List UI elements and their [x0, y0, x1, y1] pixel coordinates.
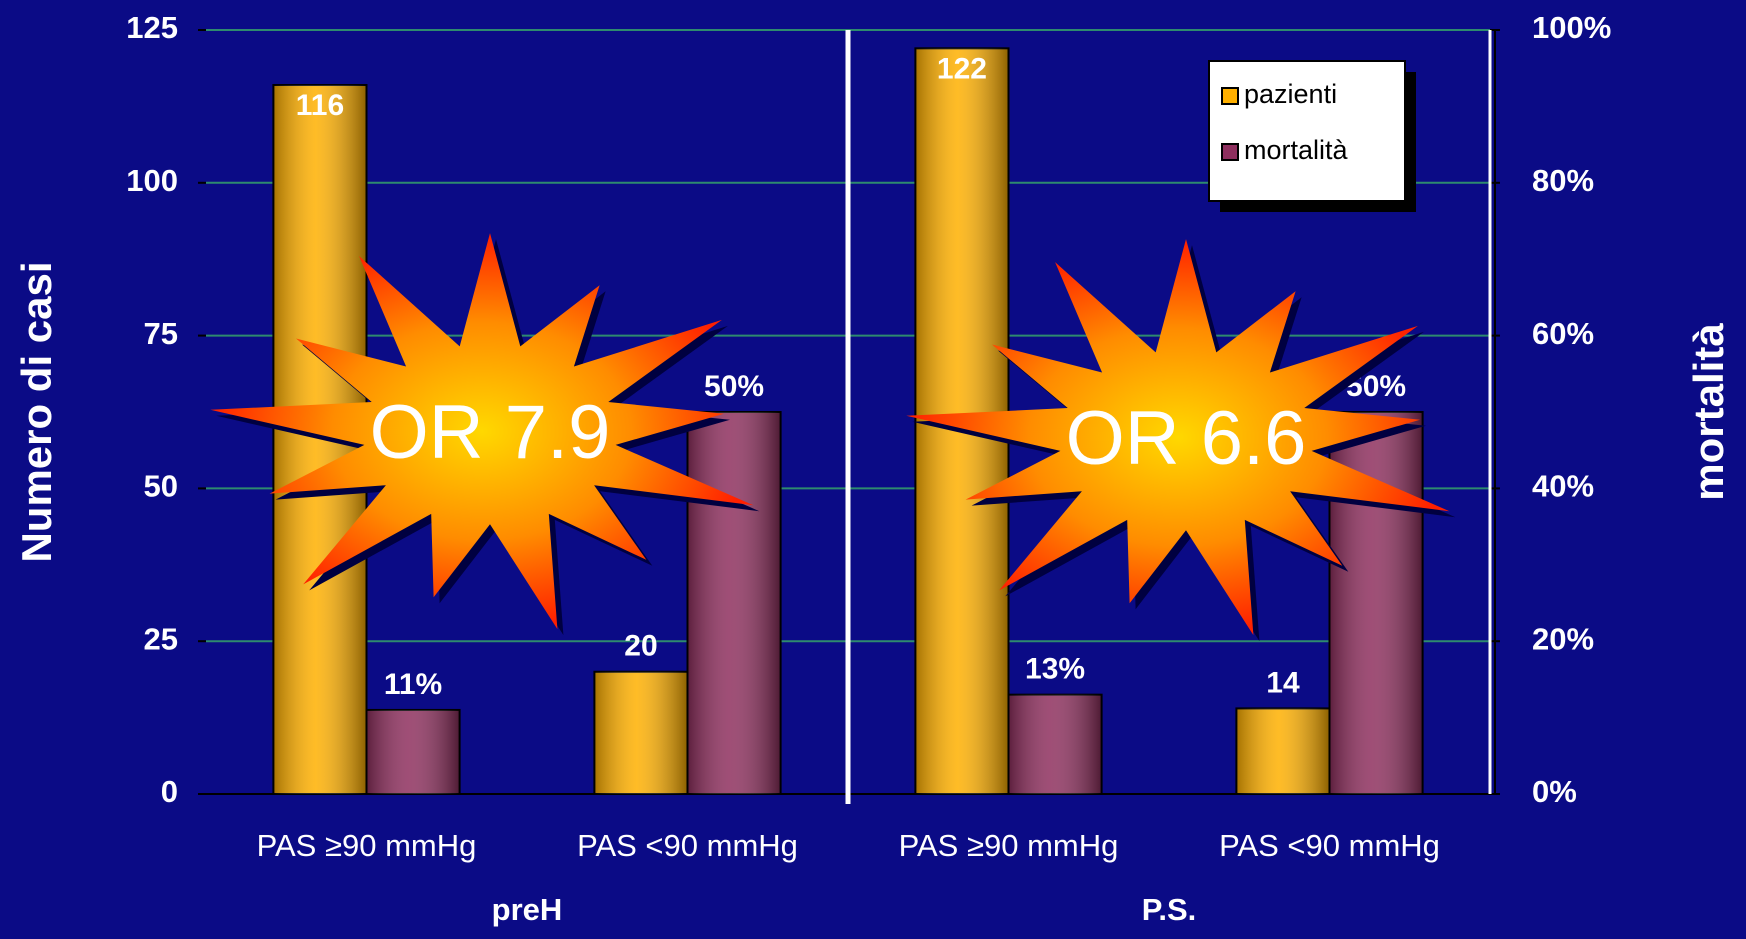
legend-swatch [1221, 87, 1239, 105]
bar-shade [1236, 708, 1330, 794]
y2-tick-label: 100% [1532, 10, 1611, 45]
legend-label: pazienti [1244, 79, 1337, 109]
bar-shade [687, 412, 781, 794]
x-tick-label: PAS <90 mmHg [1219, 828, 1440, 863]
data-label: 20 [624, 630, 657, 663]
x-tick-label: PAS ≥90 mmHg [899, 828, 1119, 863]
y2-tick-label: 60% [1532, 316, 1594, 351]
y2-tick-label: 0% [1532, 774, 1577, 809]
data-label: 11% [384, 668, 442, 701]
y-tick-label: 25 [144, 621, 178, 656]
y2-tick-label: 20% [1532, 621, 1594, 656]
legend-label: mortalità [1244, 135, 1349, 165]
y-axis-title: Numero di casi [13, 261, 60, 562]
data-label: 50% [704, 370, 764, 403]
x-tick-label: PAS <90 mmHg [577, 828, 798, 863]
annotation: OR 7.9 [370, 390, 611, 475]
x-tick-label: PAS ≥90 mmHg [257, 828, 477, 863]
y-tick-label: 100 [126, 163, 178, 198]
legend-swatch [1221, 143, 1239, 161]
starburst [210, 233, 754, 630]
y2-tick-label: 40% [1532, 469, 1594, 504]
y2-tick-label: 80% [1532, 163, 1594, 198]
y2-axis-title: mortalità [1685, 323, 1732, 501]
bar-shade [1008, 694, 1102, 794]
bar-shade [594, 671, 688, 794]
y-tick-label: 75 [144, 316, 178, 351]
data-label: 116 [296, 89, 344, 122]
group-label: P.S. [1142, 892, 1197, 927]
starburst [906, 239, 1450, 636]
bar-shade [366, 709, 460, 794]
legend-box [1208, 60, 1406, 202]
data-label: 122 [937, 52, 987, 85]
legend: pazienti mortalità [1208, 60, 1416, 212]
data-label: 14 [1266, 666, 1300, 699]
group-label: preH [492, 892, 563, 927]
y-tick-label: 125 [126, 10, 178, 45]
data-label: 13% [1025, 653, 1085, 686]
annotation: OR 6.6 [1066, 396, 1307, 481]
y-tick-label: 0 [161, 774, 178, 809]
y-tick-label: 50 [144, 469, 178, 504]
